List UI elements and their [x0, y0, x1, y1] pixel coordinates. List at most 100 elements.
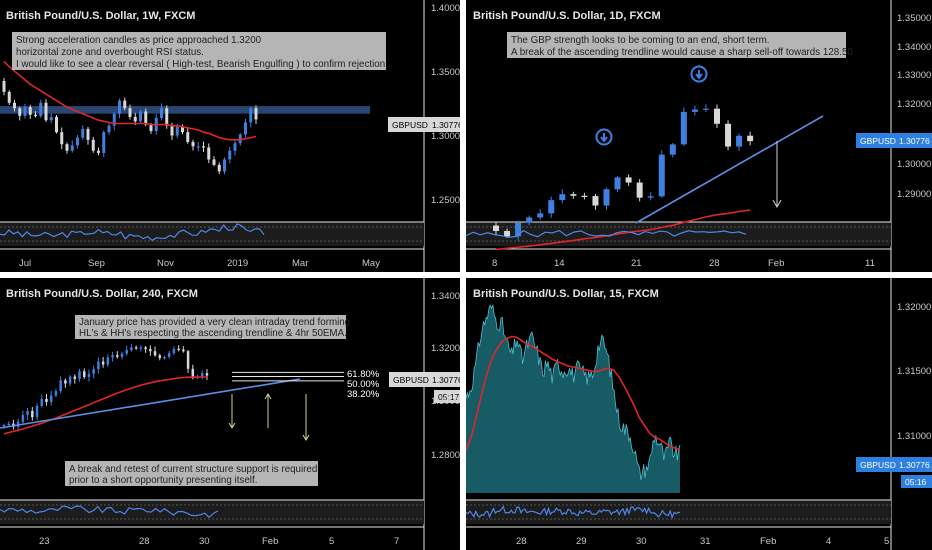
chart-panel-daily[interactable]: British Pound/U.S. Dollar, 1D, FXCM The … — [466, 0, 932, 272]
annotation-box: Strong acceleration candles as price app… — [12, 32, 388, 70]
time-tick: Feb — [768, 258, 784, 269]
candle-body — [207, 147, 211, 160]
candle-body — [60, 132, 64, 145]
daily-chart-svg[interactable]: British Pound/U.S. Dollar, 1D, FXCM The … — [466, 0, 932, 272]
candle-body — [191, 368, 195, 377]
projection-arrow-head — [772, 199, 782, 209]
candle-body — [515, 222, 522, 237]
candle-body — [123, 100, 127, 109]
candle-body — [244, 122, 247, 135]
candle-body — [200, 373, 204, 377]
rsi-line — [0, 223, 265, 242]
candle-body — [223, 159, 226, 172]
fib-level-label: 61.80% — [347, 369, 380, 380]
candle-body — [130, 347, 133, 351]
price-tick: 1.30000 — [897, 159, 931, 170]
candle-body — [49, 395, 53, 403]
candle-body — [537, 213, 544, 218]
candle-body — [49, 116, 53, 121]
candle-body — [172, 348, 176, 354]
candle-body — [702, 108, 709, 110]
candle-body — [82, 371, 86, 377]
ema-line — [466, 335, 681, 452]
candle-body — [45, 398, 48, 403]
annotation-box-bottom: A break and retest of current structure … — [65, 461, 318, 486]
weekly-chart-svg[interactable]: British Pound/U.S. Dollar, 1W, FXCM Stro… — [0, 0, 460, 272]
countdown-tag — [434, 390, 460, 403]
candle-body — [725, 123, 732, 147]
annotation-line: Strong acceleration candles as price app… — [16, 35, 262, 46]
price-tag — [389, 372, 460, 387]
candle-body — [647, 196, 654, 198]
candle-body — [76, 137, 79, 146]
candle-body — [18, 108, 22, 116]
candle-body — [636, 182, 643, 198]
price-tag — [856, 133, 932, 148]
candle-body — [182, 349, 185, 352]
candle-body — [23, 107, 27, 116]
ema-line — [3, 376, 207, 435]
4h-chart-svg[interactable]: British Pound/U.S. Dollar, 240, FXCM Jan… — [0, 278, 460, 550]
annotation-background — [507, 32, 846, 58]
price-tick: 1.25000 — [431, 195, 460, 206]
candle-body — [86, 128, 90, 140]
candle-body — [34, 114, 37, 116]
time-tick: 11 — [865, 258, 875, 269]
time-tick: 2019 — [227, 258, 248, 269]
symbol-label: GBPUSD — [392, 120, 428, 130]
candle-body — [101, 361, 105, 365]
ema-line — [495, 209, 751, 251]
candle-body — [106, 357, 110, 365]
candle-body — [149, 349, 152, 352]
candle-body — [107, 125, 111, 133]
projection-arrow-head — [228, 422, 236, 429]
ascending-trendline — [0, 378, 301, 429]
time-tick: May — [362, 258, 380, 269]
chart-panel-4h[interactable]: British Pound/U.S. Dollar, 240, FXCM Jan… — [0, 278, 460, 550]
annotation-box-top: January price has provided a very clean … — [75, 315, 350, 339]
15m-chart-svg[interactable]: British Pound/U.S. Dollar, 15, FXCM GBPU… — [466, 278, 932, 550]
candle-body — [54, 391, 58, 396]
candle-body — [548, 200, 555, 214]
time-tick: 5 — [884, 536, 889, 547]
annotation-line: HL's & HH's respecting the ascending tre… — [79, 328, 347, 339]
rsi-pane-background — [0, 500, 424, 524]
down-arrow-glyph — [695, 70, 703, 80]
chart-panel-15m[interactable]: British Pound/U.S. Dollar, 15, FXCM GBPU… — [466, 278, 932, 550]
candle-body — [149, 124, 153, 132]
price-tick: 1.32000 — [897, 302, 931, 313]
candle-body — [153, 351, 157, 356]
price-tag — [856, 457, 932, 472]
candle-body — [125, 350, 128, 354]
candle-body — [526, 217, 533, 223]
time-tick: 7 — [394, 536, 399, 547]
fib-level-label: 50.00% — [347, 379, 380, 390]
price-tick: 1.40000 — [431, 3, 460, 14]
time-tick: 5 — [329, 536, 334, 547]
chart-panel-weekly[interactable]: British Pound/U.S. Dollar, 1W, FXCM Stro… — [0, 0, 460, 272]
candle-body — [691, 109, 698, 112]
chart-title: British Pound/U.S. Dollar, 15, FXCM — [473, 288, 659, 300]
time-tick: 29 — [576, 536, 587, 547]
candle-body — [504, 230, 511, 237]
price-tick: 1.30000 — [431, 396, 460, 407]
candle-body — [217, 164, 221, 172]
annotation-background — [65, 461, 318, 486]
price-label: 1.30776 — [432, 120, 460, 130]
price-tick: 1.32000 — [897, 99, 931, 110]
countdown-tag — [901, 475, 932, 488]
candle-body — [64, 380, 67, 384]
price-label: 1.30776 — [899, 136, 930, 146]
candle-body — [158, 355, 162, 358]
candle-body — [714, 108, 720, 124]
candle-body — [163, 357, 166, 359]
candle-body — [116, 355, 119, 357]
annotation-line: A break of the ascending trendline would… — [511, 47, 853, 58]
candle-body — [658, 154, 665, 197]
price-tick: 1.34000 — [897, 42, 931, 53]
down-arrow-icon — [690, 65, 708, 83]
annotation-background — [75, 315, 346, 339]
price-tick: 1.30000 — [431, 131, 460, 142]
candle-body — [102, 132, 106, 153]
time-tick: 31 — [700, 536, 711, 547]
